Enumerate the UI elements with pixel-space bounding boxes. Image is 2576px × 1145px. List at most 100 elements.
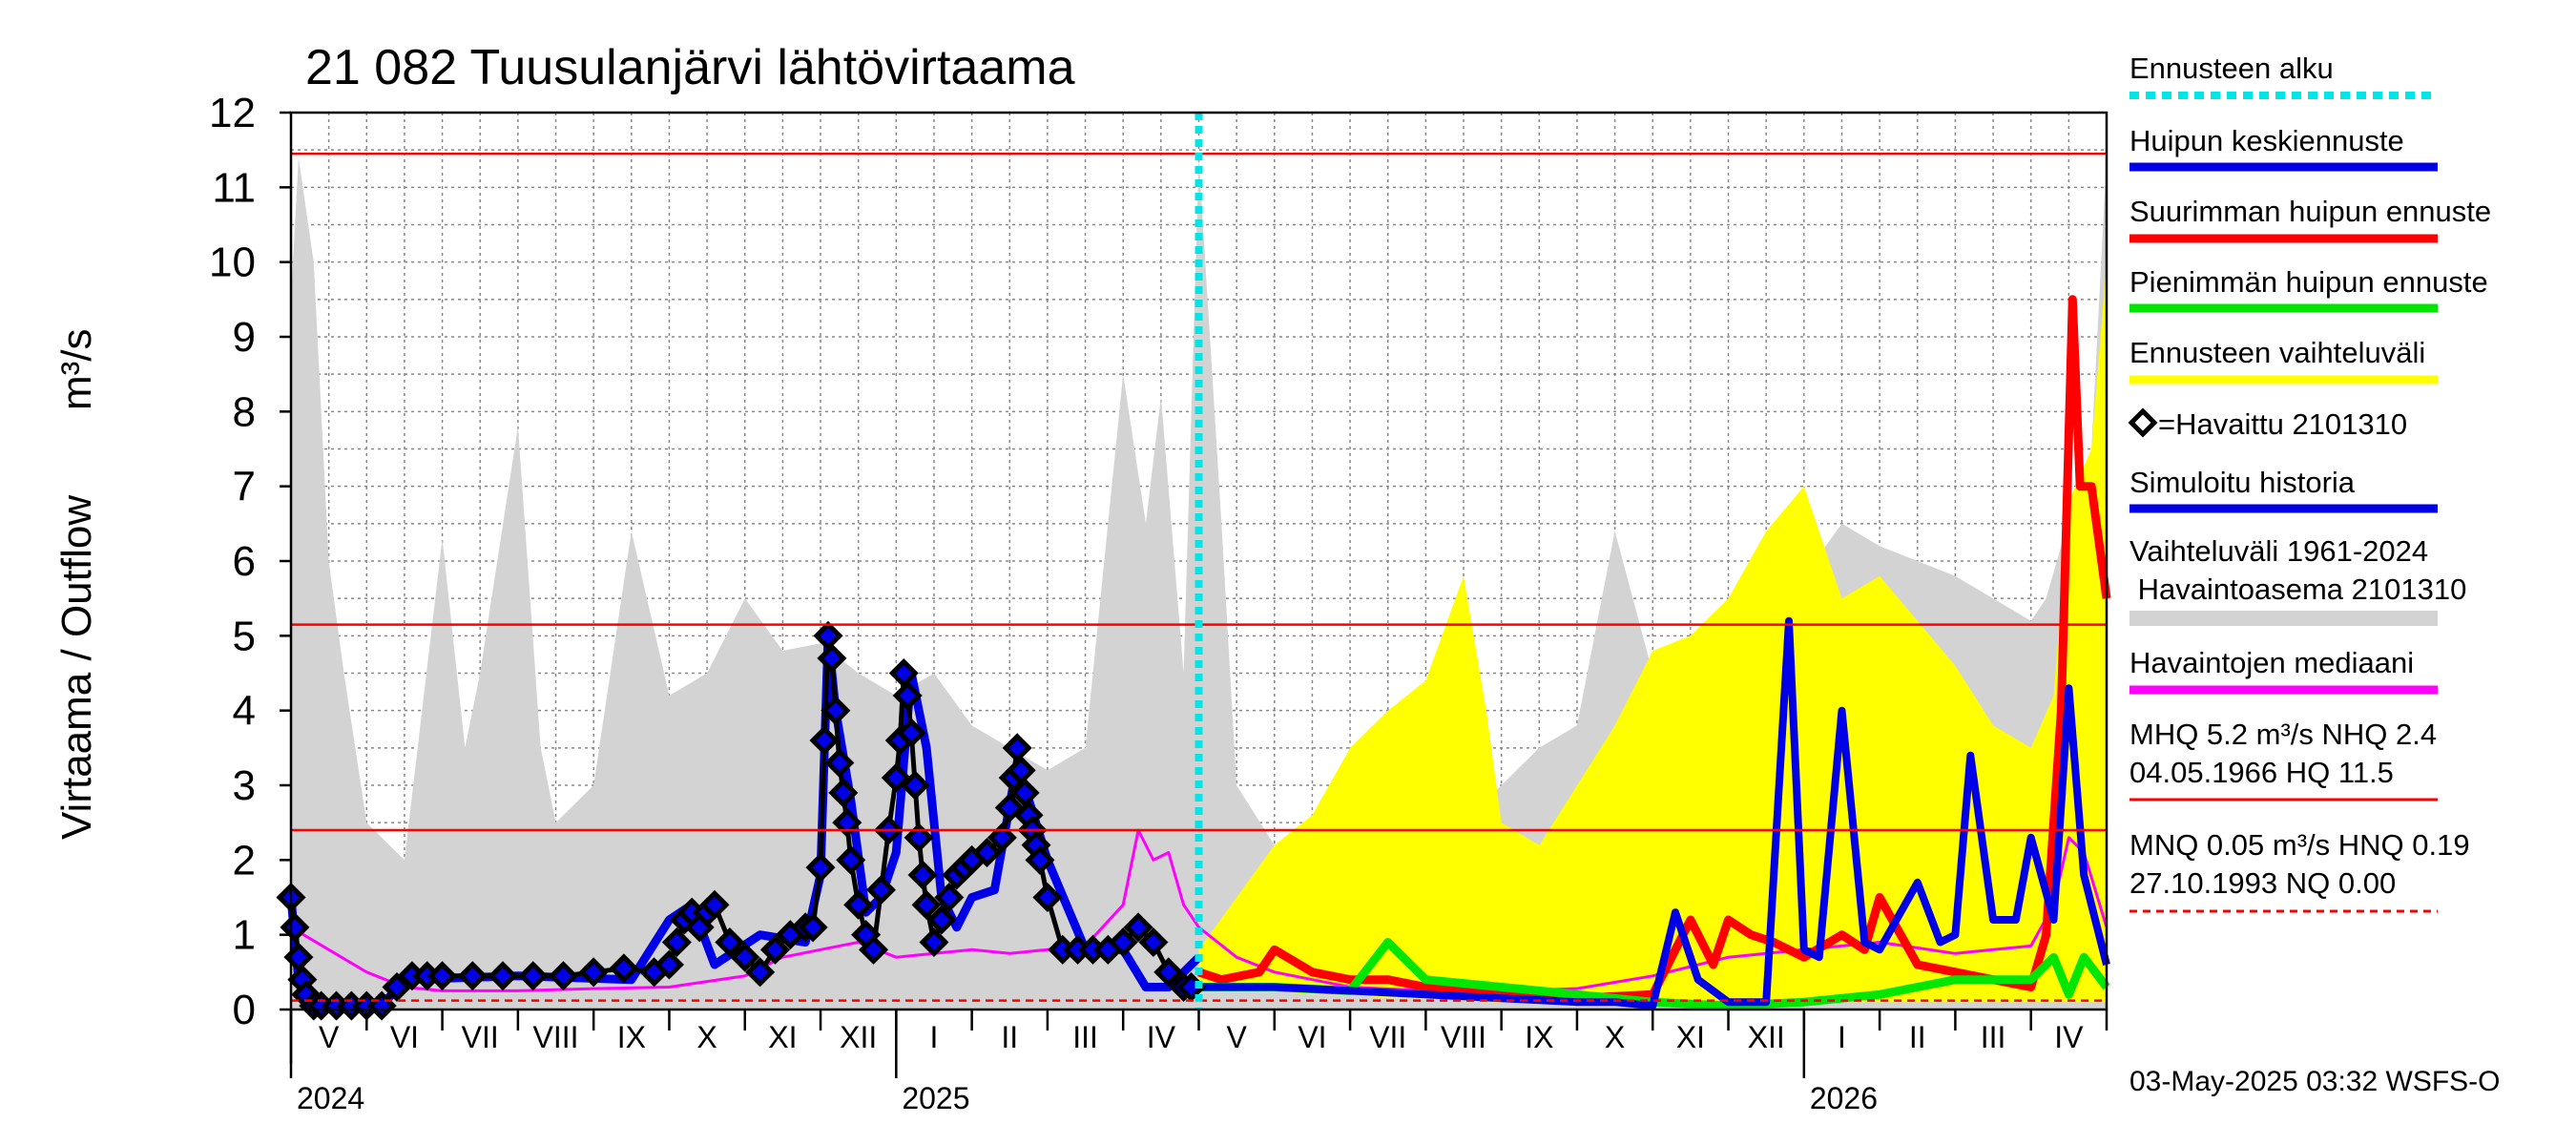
y-tick-label: 12 bbox=[209, 90, 256, 136]
observed-marker bbox=[798, 912, 828, 943]
observed-marker bbox=[730, 942, 760, 972]
observed-marker bbox=[971, 837, 1003, 868]
footer-timestamp: 03-May-2025 03:32 WSFS-O bbox=[2129, 1066, 2501, 1097]
band-ennusteen-vaihteluv-li bbox=[1198, 261, 2107, 1003]
observed-marker bbox=[1032, 882, 1063, 913]
legend-item: Ennusteen alku bbox=[2129, 52, 2438, 99]
y-tick-label: 5 bbox=[233, 613, 256, 659]
legend-label: Vaihteluväli 1961-2024 bbox=[2129, 534, 2428, 568]
legend-label: Huipun keskiennuste bbox=[2129, 124, 2404, 157]
month-label: XII bbox=[840, 1020, 877, 1054]
observed-marker bbox=[457, 961, 488, 991]
legend-item: Havaintojen mediaani bbox=[2129, 646, 2438, 695]
observed-marker bbox=[715, 926, 745, 958]
legend-label: Simuloitu historia bbox=[2129, 466, 2356, 499]
x-ticks: V VI VII VIII IX X XI XII I II III IV V VI VII VIII IX X X… bbox=[289, 1010, 2109, 1115]
y-tick-label: 8 bbox=[233, 388, 256, 435]
observed-marker bbox=[1025, 844, 1055, 875]
legend-label: Pienimmän huipun ennuste bbox=[2129, 265, 2488, 299]
observed-marker bbox=[904, 822, 934, 853]
observed-marker bbox=[836, 844, 866, 875]
legend-label: MNQ 0.05 m³/s HNQ 0.19 bbox=[2129, 828, 2470, 862]
observed-marker bbox=[821, 696, 851, 726]
observed-marker bbox=[907, 860, 938, 890]
y-tick-label: 4 bbox=[233, 688, 256, 735]
legend-item: =Havaittu 2101310 bbox=[2128, 407, 2407, 441]
observed-marker bbox=[805, 852, 836, 883]
legend-label: Ennusteen alku bbox=[2129, 52, 2334, 85]
chart-title: 21 082 Tuusulanjärvi lähtövirtaama bbox=[305, 40, 1075, 95]
legend-label: Suurimman huipun ennuste bbox=[2129, 195, 2491, 228]
grid bbox=[290, 112, 2108, 1010]
month-label: I bbox=[930, 1020, 939, 1054]
y-tick-label: 9 bbox=[233, 314, 256, 361]
legend-label: Ennusteen vaihteluväli bbox=[2129, 336, 2425, 369]
year-label: 2025 bbox=[902, 1081, 969, 1115]
y-axis-label-text: Virtaama / Outflow bbox=[53, 495, 100, 840]
legend-item: Ennusteen vaihteluväli bbox=[2129, 336, 2438, 385]
month-label: IV bbox=[2054, 1020, 2084, 1054]
y-tick-label: 3 bbox=[233, 762, 256, 809]
legend-item: Pienimmän huipun ennuste bbox=[2129, 265, 2488, 313]
observed-marker bbox=[987, 822, 1017, 853]
observed-marker bbox=[1138, 926, 1169, 958]
observed-marker bbox=[699, 889, 730, 920]
observed-marker bbox=[1123, 912, 1153, 943]
month-label: VI bbox=[390, 1020, 419, 1054]
observed-marker bbox=[832, 807, 862, 838]
reference-lines bbox=[291, 113, 2107, 1010]
observed-marker bbox=[366, 990, 397, 1021]
observed-marker bbox=[881, 762, 911, 793]
month-label: II bbox=[1001, 1020, 1018, 1054]
legend-label: =Havaittu 2101310 bbox=[2158, 407, 2407, 441]
y-axis-unit: m³/s bbox=[53, 328, 100, 410]
month-label: VIII bbox=[533, 1020, 579, 1054]
observed-marker bbox=[759, 934, 791, 965]
observed-marker bbox=[518, 961, 549, 991]
legend-label: Havaintojen mediaani bbox=[2129, 646, 2414, 679]
observed-marker bbox=[865, 875, 897, 906]
observed-marker bbox=[817, 643, 847, 674]
observed-marker bbox=[1153, 957, 1184, 988]
legend-item: MHQ 5.2 m³/s NHQ 2.4 04.05.1966 HQ 11.5 bbox=[2129, 718, 2438, 802]
month-label: V bbox=[319, 1020, 340, 1054]
legend: Ennusteen alku Huipun keskiennuste Suurimm… bbox=[2128, 52, 2491, 913]
month-label: VI bbox=[1298, 1020, 1326, 1054]
y-tick-label: 2 bbox=[233, 837, 256, 884]
month-label: IV bbox=[1147, 1020, 1176, 1054]
legend-item: Vaihteluväli 1961-2024 Havaintoasema 210… bbox=[2129, 534, 2466, 626]
observed-marker bbox=[427, 961, 458, 991]
observed-marker bbox=[578, 957, 609, 988]
legend-label-line2: 27.10.1993 NQ 0.00 bbox=[2129, 866, 2396, 900]
legend-label-line2: 04.05.1966 HQ 11.5 bbox=[2129, 756, 2394, 789]
observed-marker bbox=[661, 926, 692, 958]
month-label: XI bbox=[768, 1020, 797, 1054]
y-tick-label: 0 bbox=[233, 987, 256, 1033]
observed-marker bbox=[382, 971, 412, 1003]
y-axis-label: Virtaama / Outflow m³/s bbox=[53, 328, 100, 840]
month-label: XI bbox=[1676, 1020, 1705, 1054]
observed-marker bbox=[859, 934, 889, 965]
month-label: II bbox=[1909, 1020, 1926, 1054]
legend-label-line2: Havaintoasema 2101310 bbox=[2129, 572, 2466, 606]
legend-marker-icon bbox=[2128, 407, 2158, 438]
y-tick-label: 7 bbox=[233, 464, 256, 510]
observed-marker bbox=[828, 778, 859, 808]
observed-marker bbox=[892, 680, 923, 711]
y-tick-label: 11 bbox=[212, 164, 256, 211]
legend-item: Huipun keskiennuste bbox=[2129, 124, 2438, 172]
legend-item: MNQ 0.05 m³/s HNQ 0.19 27.10.1993 NQ 0.00 bbox=[2129, 828, 2470, 913]
month-label: IX bbox=[1525, 1020, 1553, 1054]
observed-marker bbox=[824, 747, 855, 779]
legend-label: MHQ 5.2 m³/s NHQ 2.4 bbox=[2129, 718, 2437, 751]
observed-marker bbox=[919, 926, 949, 958]
year-label: 2026 bbox=[1810, 1081, 1878, 1115]
observed-marker bbox=[934, 882, 965, 913]
year-label: 2024 bbox=[297, 1081, 364, 1115]
observed-markers bbox=[276, 620, 1207, 1021]
observed-marker bbox=[896, 718, 926, 748]
observed-marker bbox=[609, 953, 639, 984]
month-label: VIII bbox=[1441, 1020, 1486, 1054]
month-label: XII bbox=[1748, 1020, 1785, 1054]
